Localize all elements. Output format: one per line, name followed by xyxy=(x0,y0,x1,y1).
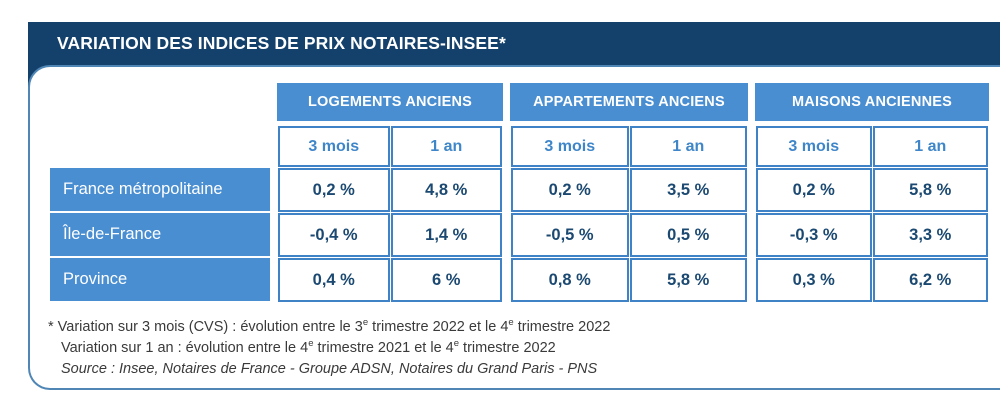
sub-header-1an: 1 an xyxy=(872,126,988,167)
column-group-maisons-anciennes: MAISONS ANCIENNES 3 mois 1 an 0,2 % 5,8 … xyxy=(755,83,989,303)
price-cell: 0,8 % xyxy=(511,258,629,302)
group-grid-logements-anciens: 3 mois 1 an 0,2 % 4,8 % -0,4 % 1,4 % 0 xyxy=(277,125,503,303)
price-cell: -0,4 % xyxy=(278,213,390,257)
superscript-e: e xyxy=(508,317,514,329)
superscript-e: e xyxy=(308,338,314,350)
price-cell: 3,5 % xyxy=(629,168,747,212)
sub-header-row: 3 mois 1 an xyxy=(511,126,747,167)
price-cell: 6 % xyxy=(390,258,502,302)
table-row: 0,2 % 5,8 % xyxy=(756,168,988,212)
footnote-variation-1an: Variation sur 1 an : évolution entre le … xyxy=(48,338,1000,359)
row-label-column: France métropolitaine Île-de-France Prov… xyxy=(50,83,270,303)
price-cell: 0,2 % xyxy=(278,168,390,212)
page-title: VARIATION DES INDICES DE PRIX NOTAIRES-I… xyxy=(57,33,506,53)
group-header-maisons-anciennes: MAISONS ANCIENNES xyxy=(755,83,989,121)
footnote-text: trimestre 2022 xyxy=(459,340,556,356)
group-grid-maisons-anciennes: 3 mois 1 an 0,2 % 5,8 % -0,3 % 3,3 % 0 xyxy=(755,125,989,303)
row-label-ile-de-france: Île-de-France xyxy=(50,213,270,256)
column-group-appartements-anciens: APPARTEMENTS ANCIENS 3 mois 1 an 0,2 % 3… xyxy=(510,83,748,303)
footnote-text: trimestre 2022 xyxy=(513,319,611,335)
footnote-source: Source : Insee, Notaires de France - Gro… xyxy=(61,361,598,377)
panel: VARIATION DES INDICES DE PRIX NOTAIRES-I… xyxy=(28,22,1000,390)
price-cell: 5,8 % xyxy=(629,258,747,302)
price-cell: -0,5 % xyxy=(511,213,629,257)
price-cell: 0,3 % xyxy=(756,258,872,302)
price-cell: 0,4 % xyxy=(278,258,390,302)
price-cell: -0,3 % xyxy=(756,213,872,257)
table-row: 0,8 % 5,8 % xyxy=(511,258,747,302)
sub-header-row: 3 mois 1 an xyxy=(756,126,988,167)
footnotes: * Variation sur 3 mois (CVS) : évolution… xyxy=(48,317,1000,380)
label-column-spacer xyxy=(50,83,270,168)
table-row: 0,2 % 3,5 % xyxy=(511,168,747,212)
sub-header-1an: 1 an xyxy=(390,126,502,167)
superscript-e: e xyxy=(453,338,460,350)
price-table: France métropolitaine Île-de-France Prov… xyxy=(50,83,1000,303)
price-cell: 1,4 % xyxy=(390,213,502,257)
table-row: 0,3 % 6,2 % xyxy=(756,258,988,302)
footnote-variation-3mois: * Variation sur 3 mois (CVS) : évolution… xyxy=(48,317,1000,338)
table-row: -0,3 % 3,3 % xyxy=(756,213,988,257)
sub-header-1an: 1 an xyxy=(629,126,747,167)
superscript-e: e xyxy=(362,317,369,329)
card: France métropolitaine Île-de-France Prov… xyxy=(28,65,1000,390)
price-cell: 6,2 % xyxy=(872,258,988,302)
price-cell: 5,8 % xyxy=(872,168,988,212)
price-cell: 4,8 % xyxy=(390,168,502,212)
footnote-text: * Variation sur 3 mois (CVS) : évolution… xyxy=(48,319,363,335)
price-cell: 0,2 % xyxy=(756,168,872,212)
group-header-logements-anciens: LOGEMENTS ANCIENS xyxy=(277,83,503,121)
table-row: -0,5 % 0,5 % xyxy=(511,213,747,257)
footnote-text: Variation sur 1 an : évolution entre le … xyxy=(61,340,309,356)
group-grid-appartements-anciens: 3 mois 1 an 0,2 % 3,5 % -0,5 % 0,5 % 0 xyxy=(510,125,748,303)
table-row: 0,2 % 4,8 % xyxy=(278,168,502,212)
sub-header-3mois: 3 mois xyxy=(511,126,629,167)
title-bar: VARIATION DES INDICES DE PRIX NOTAIRES-I… xyxy=(28,22,1000,65)
group-header-appartements-anciens: APPARTEMENTS ANCIENS xyxy=(510,83,748,121)
footnote-text: trimestre 2022 et le 4 xyxy=(368,319,509,335)
column-group-logements-anciens: LOGEMENTS ANCIENS 3 mois 1 an 0,2 % 4,8 … xyxy=(277,83,503,303)
price-cell: 0,5 % xyxy=(629,213,747,257)
price-cell: 0,2 % xyxy=(511,168,629,212)
sub-header-3mois: 3 mois xyxy=(278,126,390,167)
sub-header-row: 3 mois 1 an xyxy=(278,126,502,167)
footnote-text: trimestre 2021 et le 4 xyxy=(313,340,454,356)
table-row: -0,4 % 1,4 % xyxy=(278,213,502,257)
row-label-france-metropolitaine: France métropolitaine xyxy=(50,168,270,211)
price-cell: 3,3 % xyxy=(872,213,988,257)
sub-header-3mois: 3 mois xyxy=(756,126,872,167)
table-row: 0,4 % 6 % xyxy=(278,258,502,302)
row-label-province: Province xyxy=(50,258,270,301)
